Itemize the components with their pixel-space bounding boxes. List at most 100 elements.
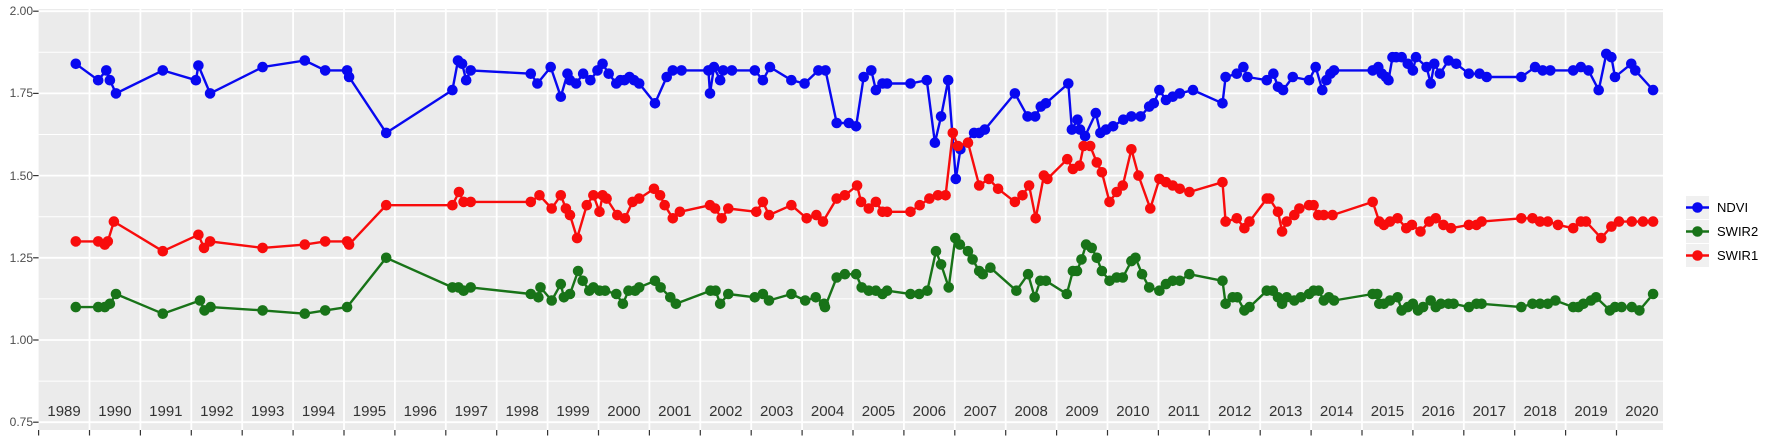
data-point-swir1 (1308, 199, 1319, 211)
data-point-ndvi (979, 124, 991, 135)
data-point-swir1 (716, 213, 727, 224)
data-point-ndvi (460, 74, 472, 86)
data-point-ndvi (633, 78, 645, 89)
data-point-ndvi (749, 65, 761, 76)
data-point-swir2 (341, 301, 353, 313)
data-point-swir2 (905, 288, 916, 300)
data-point-swir1 (947, 127, 959, 139)
legend: NDVI SWIR2 SWIR1 (1686, 195, 1758, 267)
data-point-ndvi (1022, 111, 1033, 122)
data-point-ndvi (1231, 68, 1243, 79)
data-point-ndvi (1310, 61, 1321, 73)
data-point-swir2 (850, 268, 862, 280)
data-point-swir1 (786, 199, 797, 211)
data-point-ndvi (1383, 74, 1394, 86)
legend-label: SWIR2 (1717, 223, 1759, 239)
x-tick-label-2015: 2015 (1370, 403, 1405, 420)
data-point-swir1 (380, 199, 392, 211)
data-point-swir2 (977, 268, 989, 280)
data-point-ndvi (1126, 111, 1137, 122)
data-point-swir2 (617, 298, 629, 310)
data-point-swir1 (1096, 167, 1108, 178)
data-point-swir1 (1294, 203, 1305, 214)
data-point-ndvi (667, 65, 679, 76)
y-tick-label: 2.00 (9, 4, 33, 19)
x-tick-label-2019: 2019 (1574, 403, 1608, 420)
data-point-swir1 (1516, 213, 1527, 224)
data-point-swir1 (594, 206, 605, 218)
data-point-swir2 (913, 288, 925, 300)
data-point-swir2 (535, 282, 546, 293)
data-point-ndvi (1066, 124, 1078, 135)
data-point-swir1 (1606, 221, 1617, 232)
data-point-ndvi (1434, 68, 1446, 79)
y-tick-label: 1.50 (9, 168, 33, 183)
data-point-swir1 (962, 137, 974, 148)
data-point-swir2 (935, 259, 947, 270)
data-point-ndvi (799, 78, 810, 89)
x-tick-label-2017: 2017 (1472, 403, 1506, 420)
y-tick-label: 1.25 (9, 250, 33, 265)
data-point-ndvi (1148, 98, 1160, 109)
data-point-ndvi (447, 84, 458, 96)
data-point-ndvi (1328, 65, 1340, 76)
data-point-ndvi (1606, 51, 1617, 63)
y-tick-label: 1.00 (9, 333, 33, 347)
x-tick-label-2010: 2010 (1116, 403, 1150, 420)
data-point-swir2 (839, 268, 851, 280)
x-tick-label-1994: 1994 (301, 403, 336, 420)
data-point-swir1 (1613, 216, 1625, 227)
data-point-ndvi (319, 65, 331, 76)
data-point-swir1 (659, 199, 670, 211)
data-point-swir2 (1448, 298, 1459, 310)
data-point-swir1 (1174, 183, 1186, 195)
data-point-swir2 (1117, 272, 1129, 283)
data-point-ndvi (532, 78, 543, 89)
data-point-swir1 (992, 183, 1004, 195)
data-point-swir2 (1136, 268, 1148, 280)
data-point-swir1 (1030, 213, 1041, 224)
data-point-ndvi (1107, 121, 1119, 132)
data-point-swir1 (465, 196, 477, 208)
data-point-swir1 (108, 216, 120, 227)
x-tick-label-1995: 1995 (352, 403, 387, 420)
x-tick-label-1996: 1996 (403, 403, 438, 420)
data-point-ndvi (870, 84, 882, 96)
data-point-swir1 (723, 203, 734, 214)
data-point-swir1 (1476, 216, 1487, 227)
data-point-swir1 (1281, 216, 1292, 227)
data-point-swir1 (1184, 186, 1195, 198)
data-point-swir2 (1220, 298, 1231, 310)
data-point-ndvi (1609, 71, 1621, 83)
data-point-ndvi (1268, 68, 1279, 79)
data-point-ndvi (866, 65, 877, 76)
data-point-swir1 (564, 209, 576, 221)
data-point-ndvi (190, 74, 202, 86)
data-point-swir2 (670, 298, 682, 310)
data-point-swir2 (1011, 285, 1022, 297)
data-point-swir1 (973, 180, 985, 191)
x-tick-label-2003: 2003 (759, 403, 794, 420)
data-point-swir2 (70, 301, 82, 313)
data-point-swir1 (1392, 213, 1403, 224)
data-point-ndvi (1317, 84, 1328, 96)
data-point-ndvi (257, 61, 268, 73)
data-point-swir2 (465, 282, 477, 293)
data-point-swir1 (204, 236, 216, 247)
data-point-swir1 (1637, 216, 1649, 227)
data-point-swir1 (855, 196, 867, 208)
data-point-swir2 (1174, 275, 1186, 287)
data-point-ndvi (525, 68, 537, 79)
data-point-ndvi (831, 117, 842, 129)
data-point-swir2 (1616, 301, 1627, 313)
data-point-swir2 (205, 301, 216, 313)
data-point-swir1 (343, 239, 355, 250)
data-point-ndvi (1516, 71, 1527, 83)
data-point-ndvi (110, 88, 122, 99)
data-point-ndvi (343, 71, 355, 83)
data-point-swir1 (1220, 216, 1231, 227)
data-point-swir2 (1476, 298, 1487, 310)
data-point-ndvi (757, 74, 769, 86)
data-point-swir1 (1580, 216, 1592, 227)
